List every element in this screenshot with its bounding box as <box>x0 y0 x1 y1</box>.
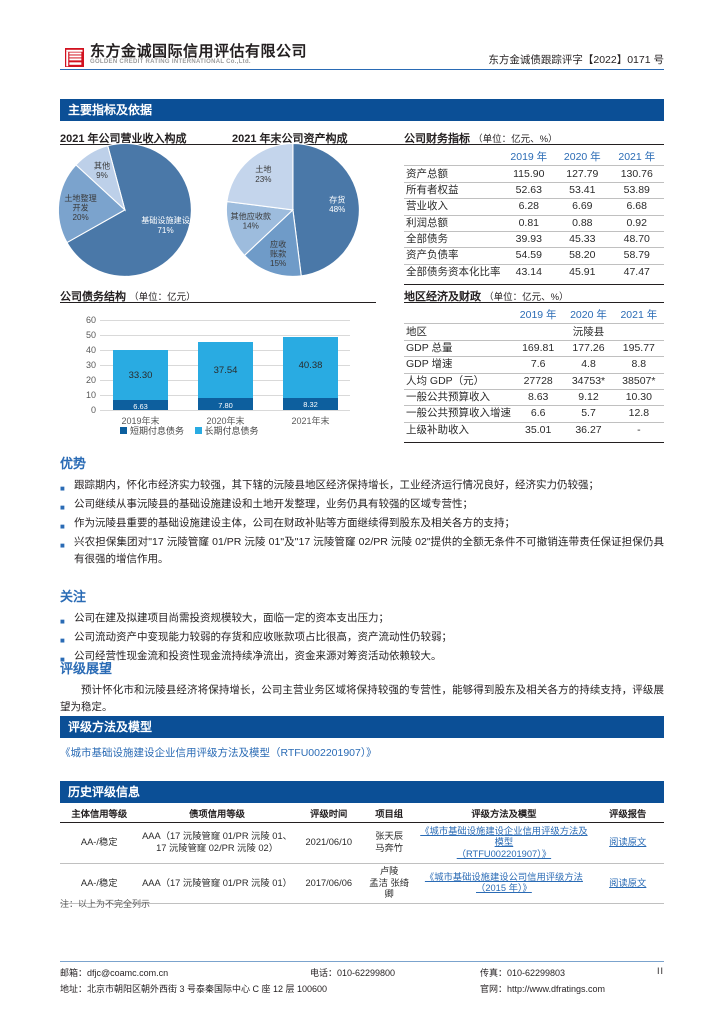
svg-text:20%: 20% <box>72 213 88 222</box>
svg-text:应收: 应收 <box>270 238 286 248</box>
svg-text:其他应收款: 其他应收款 <box>230 210 271 220</box>
svg-text:14%: 14% <box>242 221 258 230</box>
svg-text:15%: 15% <box>270 259 286 268</box>
svg-text:基础设施建设: 基础设施建设 <box>141 215 190 225</box>
svg-text:土地整理: 土地整理 <box>64 193 96 203</box>
svg-text:48%: 48% <box>329 205 345 214</box>
svg-text:账款: 账款 <box>270 248 286 258</box>
svg-text:71%: 71% <box>157 225 173 234</box>
svg-text:土地: 土地 <box>255 164 271 174</box>
svg-text:存货: 存货 <box>329 194 345 204</box>
svg-text:其他: 其他 <box>93 160 109 170</box>
svg-text:9%: 9% <box>96 171 108 180</box>
svg-text:23%: 23% <box>255 174 271 183</box>
svg-text:开发: 开发 <box>72 202 88 212</box>
